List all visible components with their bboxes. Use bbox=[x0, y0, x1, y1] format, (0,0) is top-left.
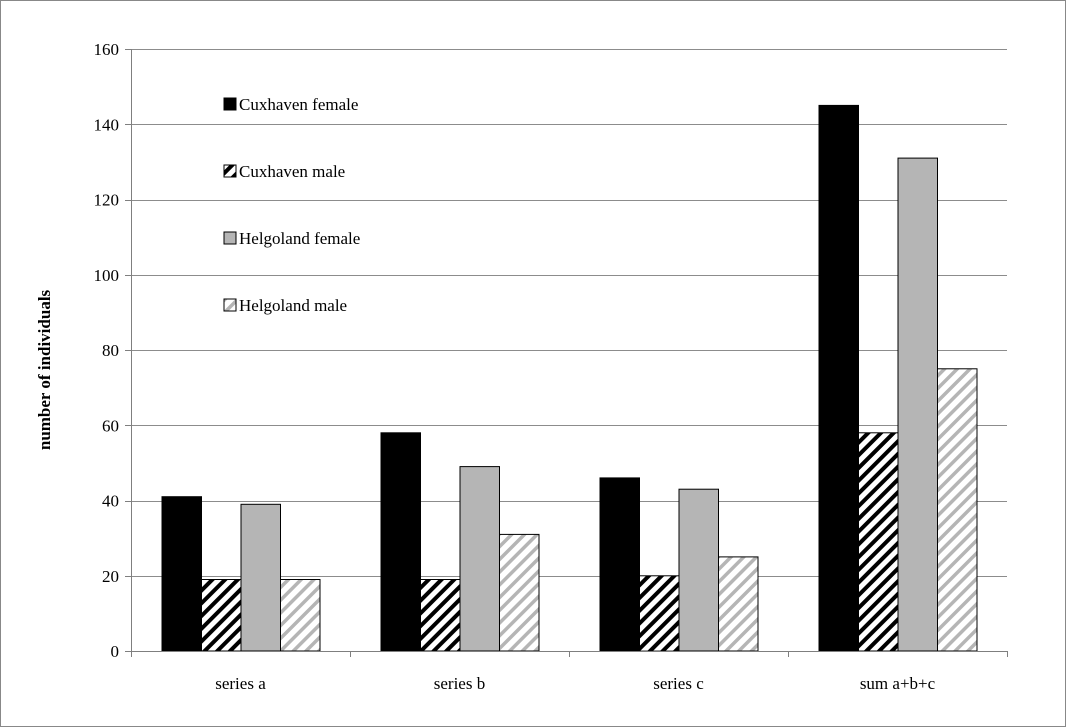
bar-cuxhaven-male-1 bbox=[420, 579, 461, 652]
bar-helgoland-female-0 bbox=[240, 503, 281, 652]
bar-cuxhaven-male-0 bbox=[201, 579, 242, 652]
y-tick-label: 160 bbox=[94, 40, 120, 59]
bar-helgoland-female-2 bbox=[678, 488, 719, 652]
bar-helgoland-male-0 bbox=[280, 579, 321, 652]
y-tick-labels: 0 20 40 60 80 100 120 140 160 bbox=[94, 40, 120, 661]
y-tick-label: 0 bbox=[111, 642, 120, 661]
y-tick-label: 60 bbox=[102, 416, 119, 435]
bars bbox=[161, 104, 978, 652]
legend-swatch-cuxhaven-male bbox=[223, 164, 237, 178]
x-category-label: series b bbox=[434, 674, 485, 693]
y-tick-label: 140 bbox=[94, 115, 120, 134]
legend-swatch-cuxhaven-female bbox=[223, 97, 237, 111]
x-category-labels: series a series b series c sum a+b+c bbox=[215, 674, 935, 693]
bar-helgoland-male-2 bbox=[718, 556, 759, 652]
bar-helgoland-male-3 bbox=[937, 368, 978, 652]
axes bbox=[125, 49, 1008, 657]
legend-label: Cuxhaven female bbox=[239, 95, 358, 114]
legend-label: Cuxhaven male bbox=[239, 162, 345, 181]
bar-cuxhaven-female-1 bbox=[380, 432, 421, 652]
bar-helgoland-male-1 bbox=[499, 533, 540, 652]
y-axis-label: number of individuals bbox=[35, 289, 54, 450]
bar-cuxhaven-male-3 bbox=[858, 432, 899, 652]
y-tick-label: 100 bbox=[94, 266, 120, 285]
legend-label: Helgoland male bbox=[239, 296, 347, 315]
legend-swatch-helgoland-female bbox=[223, 231, 237, 245]
x-category-label: sum a+b+c bbox=[860, 674, 936, 693]
legend: Cuxhaven female Cuxhaven male Helgoland fe… bbox=[223, 95, 360, 315]
bar-cuxhaven-male-2 bbox=[639, 575, 680, 652]
y-tick-label: 80 bbox=[102, 341, 119, 360]
bar-cuxhaven-female-0 bbox=[161, 496, 202, 652]
bar-helgoland-female-3 bbox=[897, 157, 938, 652]
x-category-label: series c bbox=[653, 674, 704, 693]
y-tick-label: 120 bbox=[94, 191, 120, 210]
x-category-label: series a bbox=[215, 674, 266, 693]
y-tick-label: 40 bbox=[102, 492, 119, 511]
bar-helgoland-female-1 bbox=[459, 466, 500, 652]
bar-cuxhaven-female-3 bbox=[818, 104, 859, 652]
legend-swatch-helgoland-male bbox=[223, 298, 237, 312]
bar-cuxhaven-female-2 bbox=[599, 477, 640, 652]
y-tick-label: 20 bbox=[102, 567, 119, 586]
legend-label: Helgoland female bbox=[239, 229, 360, 248]
